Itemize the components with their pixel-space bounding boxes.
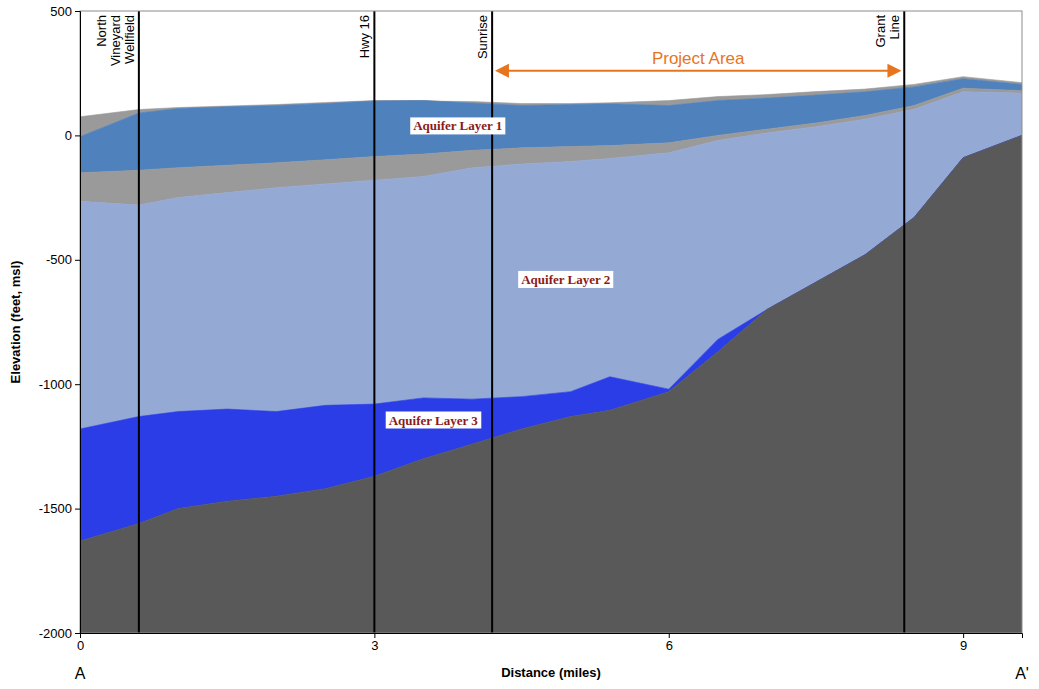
axis-line (81, 634, 1023, 639)
location-line (903, 11, 905, 633)
tick-label: 3 (371, 638, 378, 653)
tick-label: 500 (50, 4, 72, 19)
layer-label-group: Aquifer Layer 3 (386, 412, 482, 429)
plot-background (80, 11, 1022, 633)
label-background (386, 412, 482, 429)
tick-mark (75, 384, 80, 385)
y-tick: -1000 (39, 377, 80, 392)
tick-mark (75, 633, 80, 634)
layer-label: Aquifer Layer 2 (521, 272, 610, 287)
location-label: NorthVineyardWellfield (94, 15, 137, 66)
tick-label: -2000 (39, 626, 72, 641)
x-tick: 3 (371, 633, 378, 653)
tick-mark (75, 260, 80, 261)
layers (80, 11, 1022, 633)
tick-mark (75, 135, 80, 136)
axis-line (75, 12, 81, 634)
location-label: Hwy 16 (357, 15, 372, 58)
location-label: Sunrise (475, 15, 490, 59)
y-tick: -2000 (39, 626, 80, 641)
range-arrow-label: Project Area (652, 49, 745, 68)
layer-label: Aquifer Layer 1 (413, 118, 502, 133)
y-tick: 500 (50, 4, 80, 19)
label-background (518, 271, 613, 288)
tick-label: 6 (666, 638, 673, 653)
layer-area (80, 135, 1022, 633)
y-axis-title: Elevation (feet, msl) (8, 261, 23, 384)
range-arrow (502, 70, 895, 72)
location-line (491, 11, 493, 633)
tick-label: 0 (65, 128, 72, 143)
label-background (410, 117, 505, 134)
tick-mark (75, 11, 80, 12)
x-tick: 6 (666, 633, 673, 653)
layer-label: Aquifer Layer 3 (389, 413, 479, 428)
location-label: GrantLine (873, 15, 902, 48)
x-axis-title: Distance (miles) (501, 665, 601, 680)
chart: -2000 -1500 -1000 -500 0 500 0 3 6 9 Elevation (fe… (0, 0, 1039, 689)
x-axis: 0 3 6 9 (77, 633, 1023, 653)
tick-label: 9 (960, 638, 967, 653)
tick-label: -1000 (39, 377, 72, 392)
y-tick: 0 (65, 128, 80, 143)
section-end-label: A (75, 665, 86, 682)
layer-label-group: Aquifer Layer 1 (410, 117, 505, 134)
tick-label: -1500 (39, 501, 72, 516)
x-tick: 0 (77, 633, 84, 653)
y-axis: -2000 -1500 -1000 -500 0 500 (39, 4, 81, 641)
location-line (373, 11, 375, 633)
plot-frame (80, 11, 1022, 633)
layer-label-group: Aquifer Layer 2 (518, 271, 613, 288)
tick-mark (75, 509, 80, 510)
section-end-label: A' (1015, 665, 1029, 682)
location-line (138, 11, 140, 633)
x-tick: 9 (960, 633, 967, 653)
tick-label: -500 (46, 252, 72, 267)
y-tick: -1500 (39, 501, 80, 516)
tick-label: 0 (77, 638, 84, 653)
y-tick: -500 (46, 252, 80, 267)
